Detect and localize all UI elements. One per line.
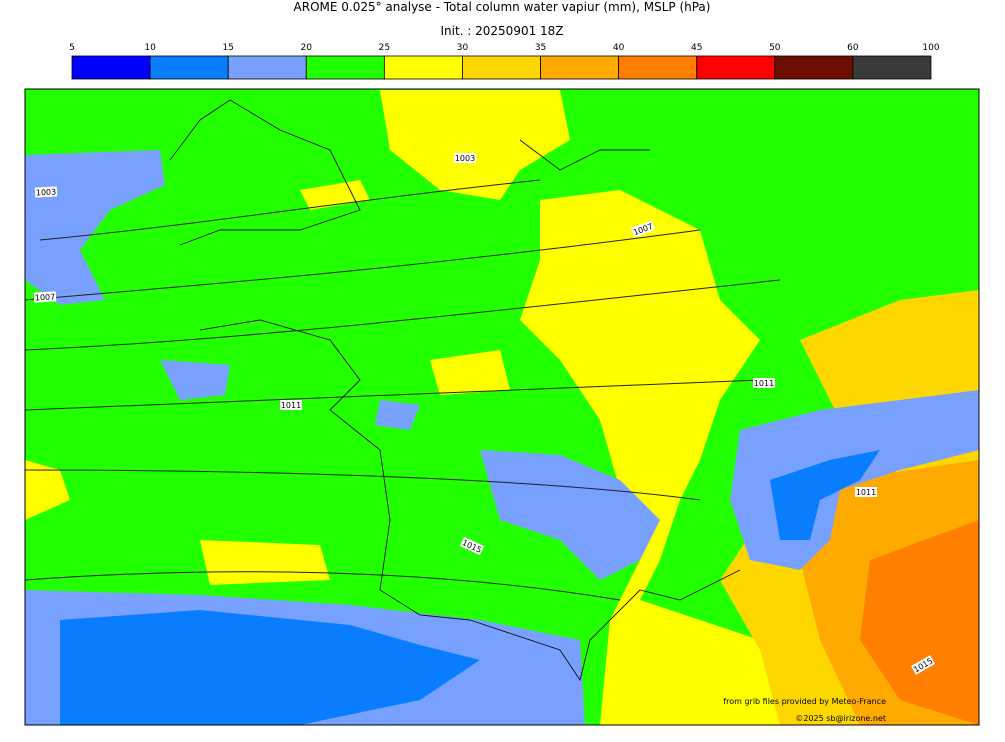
isobar-label: 1003 [455,154,475,163]
colorbar-segment [696,55,776,80]
colorbar-segment [227,55,307,80]
field-patch [480,450,660,580]
field-patch [520,190,979,725]
colorbar-tick-label: 45 [691,43,702,53]
colorbar-tick-label: 35 [535,43,546,53]
colorbar-tick-label: 30 [457,43,469,53]
field-patch [25,150,165,305]
map-frame [24,88,980,726]
isobar-label-bg [33,291,57,303]
colorbar-tick-label: 50 [769,43,781,53]
colorbar-segment [774,55,854,80]
colorbar-tick-label: 15 [222,43,233,53]
isobar-label-bg [34,186,58,198]
isobar-label: 1011 [754,379,774,388]
colorbar-segment [149,55,229,80]
colorbar-segment [462,55,541,80]
isobar-label-bg [910,655,936,675]
coastline [169,99,741,682]
field-patch [770,450,880,540]
init-time: Init. : 20250901 18Z [440,24,563,38]
colorbar-segment [383,55,463,80]
isobar-label-bg [280,400,302,410]
colorbar-segment [540,55,620,80]
colorbar-segment [618,55,698,80]
isobar-label-bg [753,378,775,388]
isobar-label: 1011 [281,401,301,410]
isobar-label: 1003 [36,187,57,197]
colorbar-segment [71,55,151,80]
isobar-label: 1011 [856,488,876,497]
colorbar-tick-label: 60 [847,43,859,53]
isobar-label-bg [630,220,656,238]
isobar-label-bg [855,487,877,497]
field-patch [60,610,480,725]
isobar-label: 1007 [35,292,56,302]
colorbar-tick-label: 5 [69,43,75,53]
isobar-label-bg [454,153,476,163]
isobar-label-bg [459,536,485,556]
colorbar-segment [852,55,932,80]
field-patch [380,90,570,200]
colorbar-tick-label: 40 [613,43,625,53]
colorbar-tick-label: 10 [144,43,156,53]
colorbar-tick-label: 20 [301,43,313,53]
title: AROME 0.025° analyse - Total column wate… [294,0,711,14]
field-patch [860,520,979,725]
source-credit: from grib files provided by Meteo-France [723,697,886,706]
field-patch [720,89,979,360]
copyright: ©2025 sb@irizone.net [795,714,886,723]
colorbar-tick-label: 25 [379,43,390,53]
colorbar: 5 10 15 20 25 30 35 40 45 50 60 100 [69,43,940,80]
colorbar-tick-label: 100 [922,43,939,53]
colorbar-segment [305,55,385,80]
field-patch [160,360,420,430]
